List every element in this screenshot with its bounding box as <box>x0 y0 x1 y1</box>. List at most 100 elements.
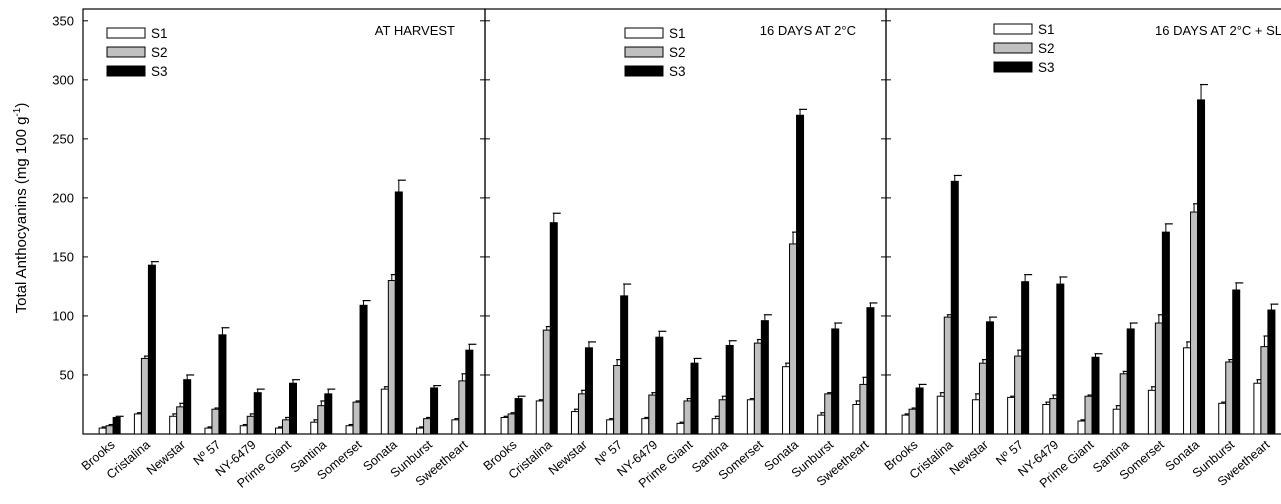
bar-s2 <box>648 394 657 435</box>
bar-s3 <box>584 347 593 435</box>
bar-s3 <box>112 416 121 435</box>
bar-s2 <box>1225 361 1234 435</box>
y-tick-label: 300 <box>52 72 74 87</box>
bar-s1 <box>570 411 579 435</box>
bar-s2 <box>246 415 255 435</box>
y-tick-label: 150 <box>52 249 74 264</box>
bar-s2 <box>1014 355 1023 435</box>
bar-s3 <box>620 295 629 435</box>
bar-s2 <box>1084 395 1093 435</box>
legend-label-s3: S3 <box>151 64 168 79</box>
bar-s1 <box>1112 408 1121 435</box>
legend-swatch-s1 <box>106 27 146 39</box>
y-tick-label: 250 <box>52 131 74 146</box>
bar-s3 <box>465 349 474 435</box>
bar-s3 <box>1091 356 1100 435</box>
bar-s3 <box>690 362 699 435</box>
bar-s2 <box>105 425 114 435</box>
bar-s1 <box>1042 403 1051 435</box>
bar-s1 <box>310 421 319 435</box>
legend-swatch-s1 <box>624 27 664 39</box>
bar-s3 <box>147 264 156 435</box>
bar-s2 <box>458 380 467 435</box>
bar-s2 <box>1119 373 1128 435</box>
bar-s1 <box>1077 420 1086 435</box>
y-tick-label: 200 <box>52 190 74 205</box>
bar-s1 <box>1218 402 1227 435</box>
bar-s1 <box>782 366 791 435</box>
bar-s1 <box>1147 389 1156 435</box>
y-axis-label-close: ) <box>13 103 30 108</box>
bar-s1 <box>133 413 142 435</box>
bar-s2 <box>613 365 622 435</box>
bar-s3 <box>985 321 994 435</box>
legend-label-s2: S2 <box>1038 41 1055 56</box>
bar-s3 <box>1056 283 1065 435</box>
bar-s1 <box>817 414 826 435</box>
bar-s3 <box>549 222 558 435</box>
legend-swatch-s3 <box>624 65 664 77</box>
bar-s3 <box>866 307 875 435</box>
bar-s2 <box>542 329 551 435</box>
legend-label-s3: S3 <box>669 64 686 79</box>
bar-s1 <box>204 427 213 435</box>
bar-s3 <box>1232 289 1241 435</box>
bar-s1 <box>98 427 107 435</box>
bar-s2 <box>718 399 727 435</box>
bar-s1 <box>746 399 755 435</box>
bar-s2 <box>683 400 692 435</box>
bar-s2 <box>1260 346 1269 435</box>
y-axis-label: Total Anthocyanins (mg 100 g-1) <box>12 103 30 314</box>
bar-s3 <box>514 398 523 435</box>
legend-label-s1: S1 <box>151 26 168 41</box>
bar-s3 <box>394 191 403 435</box>
bar-s2 <box>978 362 987 435</box>
bar-s3 <box>218 334 227 435</box>
bar-s1 <box>971 399 980 435</box>
bar-s2 <box>859 383 868 435</box>
x-category-label: Newstar <box>144 438 188 478</box>
x-category-label: Newstar <box>947 438 991 478</box>
bar-s1 <box>275 427 283 435</box>
bar-s2 <box>176 406 185 435</box>
legend-swatch-s1 <box>993 23 1033 35</box>
bar-s2 <box>423 418 432 435</box>
legend-swatch-s2 <box>106 46 146 58</box>
bar-s2 <box>507 413 516 435</box>
bar-s3 <box>289 382 297 435</box>
bar-s3 <box>1161 231 1170 435</box>
y-tick-label: 50 <box>60 367 74 382</box>
bar-s2 <box>352 401 361 435</box>
y-axis-label-main: Total Anthocyanins (mg 100 g <box>13 117 30 314</box>
bar-s2 <box>908 408 917 435</box>
bar-s2 <box>943 316 952 435</box>
bar-s3 <box>183 379 192 435</box>
legend-label-s1: S1 <box>1038 22 1055 37</box>
y-tick-label: 350 <box>52 13 74 28</box>
bar-s3 <box>831 328 840 435</box>
bar-s3 <box>796 114 805 435</box>
y-axis-label-superscript: -1 <box>12 107 23 116</box>
bar-s2 <box>753 342 762 435</box>
panel-title: 16 DAYS AT 2°C + SL <box>1155 23 1281 38</box>
bar-s3 <box>1021 281 1030 435</box>
bar-s3 <box>359 304 368 435</box>
legend-swatch-s2 <box>624 46 664 58</box>
bar-s2 <box>1190 211 1199 435</box>
panel-title: AT HARVEST <box>375 23 455 38</box>
bar-s1 <box>535 400 544 435</box>
legend-swatch-s2 <box>993 42 1033 54</box>
bar-s1 <box>239 425 248 435</box>
bar-s2 <box>577 393 586 435</box>
bar-s3 <box>655 336 664 435</box>
bar-s2 <box>140 357 149 435</box>
bar-s2 <box>317 405 326 435</box>
bar-s1 <box>1183 347 1192 435</box>
bar-s2 <box>1049 398 1058 435</box>
bar-s1 <box>451 419 460 435</box>
bar-s1 <box>345 425 354 435</box>
panel-3: 16 DAYS AT 2°C + SLBrooksCristalinaNewst… <box>881 8 1281 491</box>
